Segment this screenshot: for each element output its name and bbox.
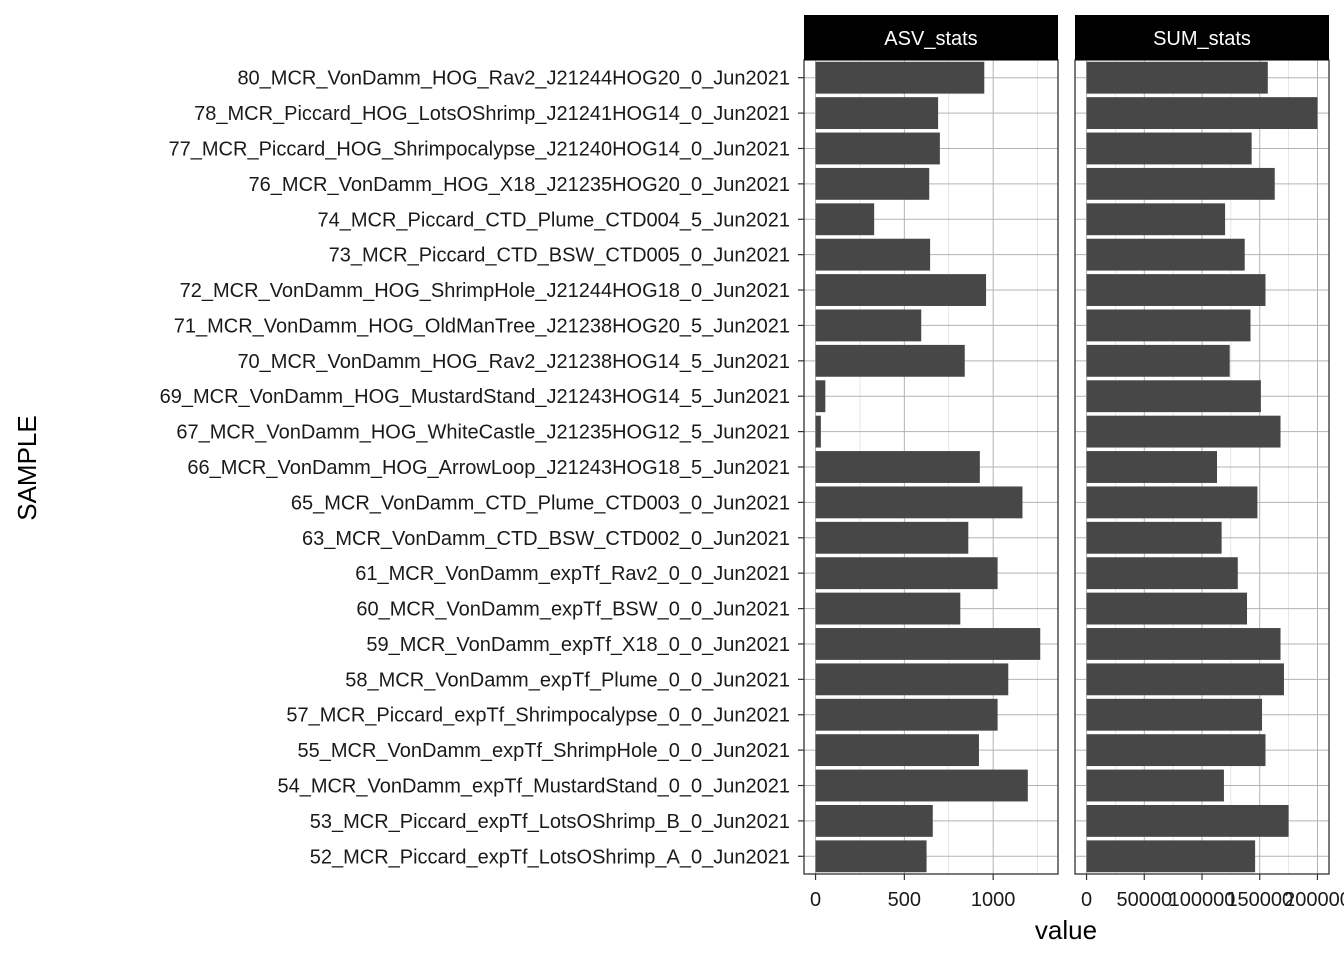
bar [1086, 769, 1224, 802]
bar [815, 734, 979, 767]
bar [815, 769, 1028, 802]
x-tick-label: 0 [810, 889, 821, 911]
bar [1086, 167, 1275, 200]
bar [1086, 238, 1245, 271]
facet-strip-label: ASV_stats [884, 28, 977, 50]
y-tick-label: 67_MCR_VonDamm_HOG_WhiteCastle_J21235HOG… [176, 422, 790, 444]
bar [815, 451, 980, 483]
y-tick-label: 70_MCR_VonDamm_HOG_Rav2_J21238HOG14_5_Ju… [237, 351, 790, 373]
bar [815, 592, 961, 625]
y-tick-label: 57_MCR_Piccard_expTf_Shrimpocalypse_0_0_… [286, 705, 790, 727]
bar [1086, 132, 1252, 165]
bar [1086, 486, 1258, 519]
y-tick-label: 60_MCR_VonDamm_expTf_BSW_0_0_Jun2021 [356, 599, 790, 621]
bar [1086, 804, 1289, 837]
x-tick-label: 1000 [971, 889, 1016, 911]
facet-strip [1075, 15, 1329, 60]
x-tick-label: 100000 [1169, 889, 1236, 911]
x-axis-title: value [1035, 915, 1097, 945]
bar [1086, 309, 1251, 342]
bar [1086, 628, 1281, 660]
bar [1086, 698, 1263, 731]
bar [815, 344, 965, 377]
bar [1086, 203, 1226, 236]
bar [1086, 663, 1284, 696]
y-tick-label: 53_MCR_Piccard_expTf_LotsOShrimp_B_0_Jun… [310, 811, 790, 833]
y-tick-label: 71_MCR_VonDamm_HOG_OldManTree_J21238HOG2… [174, 315, 790, 337]
bar [815, 61, 985, 94]
y-tick-label: 52_MCR_Piccard_expTf_LotsOShrimp_A_0_Jun… [310, 846, 790, 868]
facet-strip [804, 15, 1058, 60]
x-tick-label: 150000 [1226, 889, 1293, 911]
y-tick-label: 72_MCR_VonDamm_HOG_ShrimpHole_J21244HOG1… [180, 280, 790, 302]
bar [815, 97, 939, 130]
y-tick-label: 66_MCR_VonDamm_HOG_ArrowLoop_J21243HOG18… [187, 457, 790, 479]
facet-strip-label: SUM_stats [1153, 28, 1251, 50]
y-tick-label: 76_MCR_VonDamm_HOG_X18_J21235HOG20_0_Jun… [249, 174, 790, 196]
bar [815, 486, 1023, 519]
x-tick-label: 500 [888, 889, 921, 911]
bar [1086, 451, 1218, 483]
bar [815, 415, 821, 448]
y-tick-label: 74_MCR_Piccard_CTD_Plume_CTD004_5_Jun202… [318, 209, 790, 231]
x-tick-label: 0 [1081, 889, 1092, 911]
y-tick-label: 63_MCR_VonDamm_CTD_BSW_CTD002_0_Jun2021 [302, 528, 790, 550]
y-tick-labels: 80_MCR_VonDamm_HOG_Rav2_J21244HOG20_0_Ju… [160, 68, 790, 869]
y-tick-label: 55_MCR_VonDamm_expTf_ShrimpHole_0_0_Jun2… [297, 740, 790, 762]
bar [815, 203, 875, 236]
bar [815, 663, 1009, 696]
y-tick-label: 61_MCR_VonDamm_expTf_Rav2_0_0_Jun2021 [355, 563, 790, 585]
bar [815, 238, 931, 271]
bar [815, 840, 927, 873]
bar [1086, 380, 1261, 413]
bar [1086, 344, 1230, 377]
bar [815, 274, 987, 306]
y-tick-label: 78_MCR_Piccard_HOG_LotsOShrimp_J21241HOG… [194, 103, 790, 125]
bar [815, 698, 998, 731]
panel-ASV_stats: ASV_stats 0 500 1000 [803, 15, 1059, 911]
y-axis-title: SAMPLE [12, 415, 42, 521]
bar [1086, 61, 1268, 94]
bar [1086, 592, 1248, 625]
bar [815, 804, 933, 837]
y-tick-label: 77_MCR_Piccard_HOG_Shrimpocalypse_J21240… [169, 138, 790, 160]
chart-panels: ASV_stats 0 500 1000 SUM_stats 0 5000010000015… [798, 15, 1344, 911]
bar [815, 167, 930, 200]
bar [815, 132, 940, 165]
bar [1086, 274, 1266, 306]
x-tick-label: 200000 [1284, 889, 1344, 911]
bar [1086, 97, 1318, 130]
y-tick-label: 80_MCR_VonDamm_HOG_Rav2_J21244HOG20_0_Ju… [237, 68, 790, 90]
y-tick-label: 73_MCR_Piccard_CTD_BSW_CTD005_0_Jun2021 [329, 245, 790, 267]
bar [815, 521, 969, 554]
y-tick-label: 65_MCR_VonDamm_CTD_Plume_CTD003_0_Jun202… [291, 492, 790, 514]
bar [815, 309, 922, 342]
bar [1086, 521, 1222, 554]
y-tick-label: 59_MCR_VonDamm_expTf_X18_0_0_Jun2021 [366, 634, 790, 656]
y-tick-label: 69_MCR_VonDamm_HOG_MustardStand_J21243HO… [160, 386, 790, 408]
bar [1086, 840, 1256, 873]
bar [1086, 415, 1281, 448]
bar [815, 628, 1041, 660]
bar [1086, 557, 1238, 590]
y-tick-label: 58_MCR_VonDamm_expTf_Plume_0_0_Jun2021 [345, 669, 790, 691]
bar [815, 557, 998, 590]
panel-SUM_stats: SUM_stats 0 50000100000150000200000 [1074, 15, 1344, 911]
bar [815, 380, 826, 413]
x-tick-label: 50000 [1116, 889, 1172, 911]
bar [1086, 734, 1266, 767]
y-tick-label: 54_MCR_VonDamm_expTf_MustardStand_0_0_Ju… [277, 776, 790, 798]
